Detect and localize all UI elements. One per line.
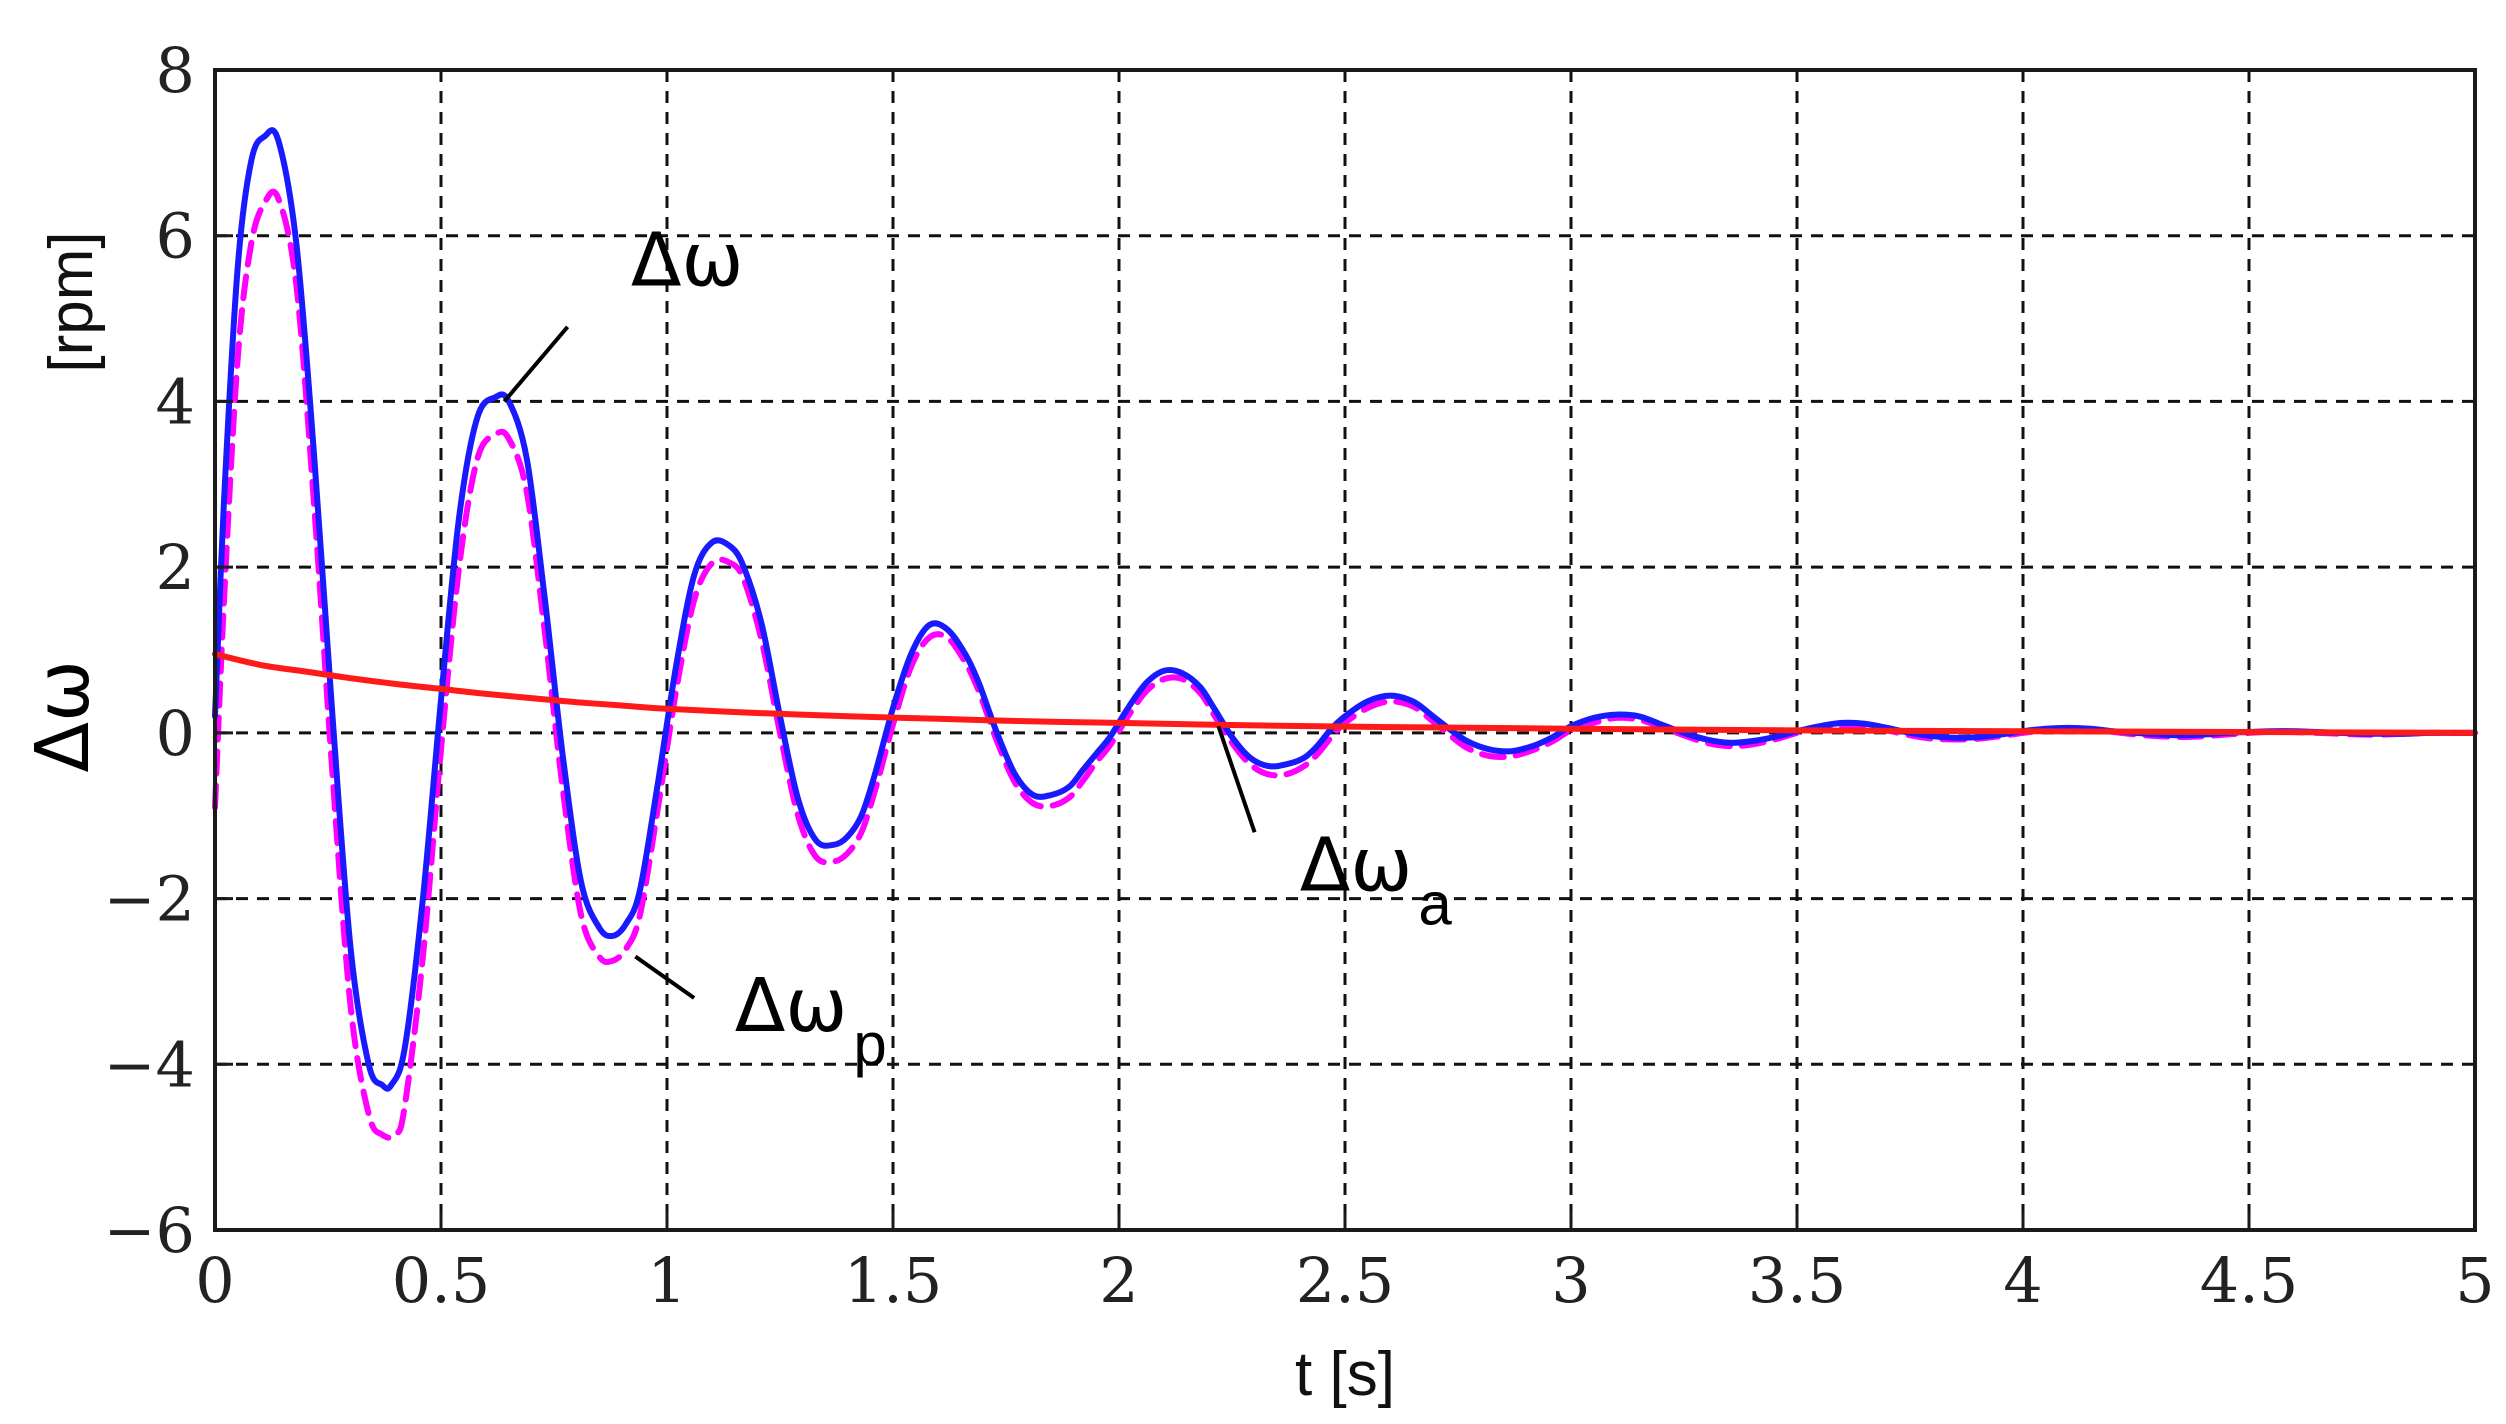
y-axis-label-symbol: Δω xyxy=(20,660,106,773)
series-lines xyxy=(212,127,2478,1141)
annotation-pointer-line xyxy=(1216,725,1257,833)
y-axis-label-unit: [rpm] xyxy=(37,231,106,372)
annotation-subscript: a xyxy=(1418,870,1452,937)
x-tick-label: 2 xyxy=(1099,1244,1138,1317)
x-tick-label: 3.5 xyxy=(1748,1244,1847,1317)
y-tick-label: 8 xyxy=(156,34,195,107)
x-tick-label: 1 xyxy=(647,1244,686,1317)
annotation-pointer-line xyxy=(634,954,696,1000)
x-tick-label: 3 xyxy=(1551,1244,1590,1317)
annotation-subscript: p xyxy=(853,1011,886,1078)
series-delta-omega-a-line xyxy=(212,651,2478,736)
x-tick-label: 1.5 xyxy=(844,1244,943,1317)
y-tick-label: −4 xyxy=(104,1028,195,1101)
y-tick-label: 2 xyxy=(156,531,195,604)
x-tick-label: 0 xyxy=(195,1244,234,1317)
y-tick-label: −2 xyxy=(104,863,195,936)
x-tick-label: 4 xyxy=(2003,1244,2042,1317)
x-axis-label: t [s] xyxy=(1295,1340,1395,1409)
y-axis-label: Δω [rpm] xyxy=(20,231,106,772)
series-delta-omega-line xyxy=(212,127,2478,1092)
y-tick-label: −6 xyxy=(104,1194,195,1267)
annotation-pointer-line xyxy=(502,325,570,403)
grid xyxy=(215,70,2475,1230)
x-tick-label: 2.5 xyxy=(1296,1244,1395,1317)
y-tick-label: 0 xyxy=(156,697,195,770)
y-tick-label: 4 xyxy=(156,365,195,438)
y-tick-label: 6 xyxy=(156,200,195,273)
annotation-label: Δω xyxy=(631,217,744,303)
x-tick-label: 5 xyxy=(2455,1244,2494,1317)
x-tick-label: 4.5 xyxy=(2200,1244,2299,1317)
tick-labels: 0 0.5 1 1.5 2 2.5 3 3.5 4 4.5 5 −6 −4 −2 0 2 4 6 8 xyxy=(104,34,2495,1317)
x-tick-label: 0.5 xyxy=(392,1244,491,1317)
